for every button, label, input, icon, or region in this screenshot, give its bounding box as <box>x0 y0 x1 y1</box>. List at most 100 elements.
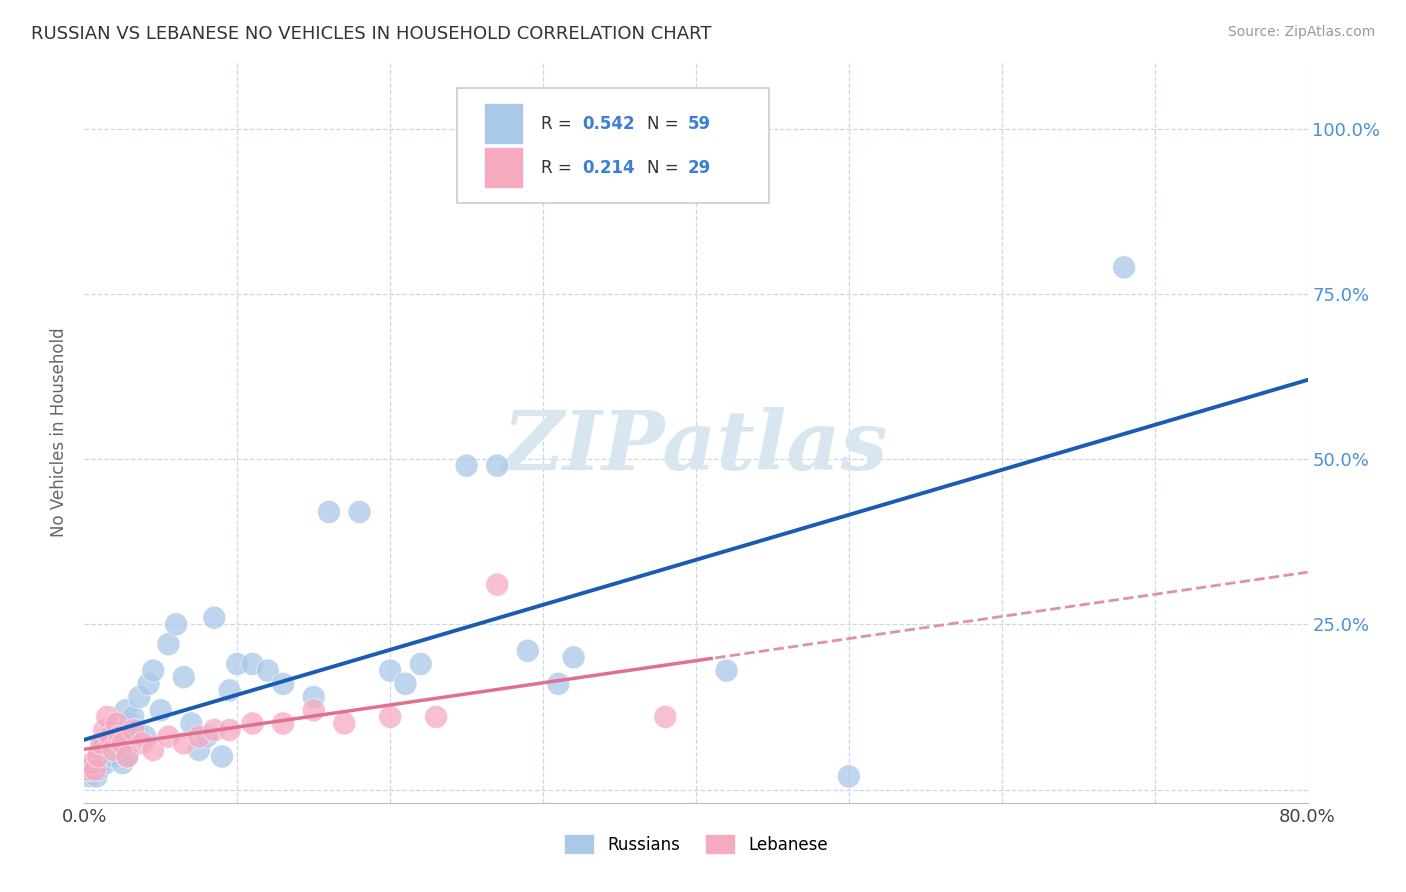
Ellipse shape <box>108 719 131 741</box>
Ellipse shape <box>87 745 110 768</box>
Ellipse shape <box>240 652 264 675</box>
Ellipse shape <box>256 659 280 682</box>
FancyBboxPatch shape <box>457 88 769 203</box>
Ellipse shape <box>302 698 325 722</box>
Text: R =: R = <box>541 159 576 177</box>
Ellipse shape <box>378 706 402 729</box>
Ellipse shape <box>83 752 107 775</box>
Ellipse shape <box>131 731 153 755</box>
Ellipse shape <box>83 758 107 781</box>
Text: ZIPatlas: ZIPatlas <box>503 408 889 487</box>
FancyBboxPatch shape <box>484 103 523 145</box>
Ellipse shape <box>103 745 125 768</box>
Ellipse shape <box>202 719 226 741</box>
Ellipse shape <box>716 659 738 682</box>
Ellipse shape <box>173 665 195 689</box>
Ellipse shape <box>157 725 180 748</box>
Ellipse shape <box>98 731 122 755</box>
Ellipse shape <box>218 679 240 702</box>
Ellipse shape <box>86 764 108 788</box>
Ellipse shape <box>173 731 195 755</box>
Ellipse shape <box>100 719 124 741</box>
Ellipse shape <box>80 752 104 775</box>
Ellipse shape <box>93 719 115 741</box>
Ellipse shape <box>90 739 112 762</box>
Ellipse shape <box>122 706 145 729</box>
Ellipse shape <box>77 764 100 788</box>
Ellipse shape <box>105 725 128 748</box>
Ellipse shape <box>103 739 125 762</box>
Ellipse shape <box>89 752 111 775</box>
Ellipse shape <box>302 685 325 708</box>
Ellipse shape <box>115 745 139 768</box>
Ellipse shape <box>142 659 165 682</box>
Legend: Russians, Lebanese: Russians, Lebanese <box>557 828 835 861</box>
Ellipse shape <box>111 752 134 775</box>
Ellipse shape <box>333 712 356 735</box>
Ellipse shape <box>138 673 160 696</box>
Ellipse shape <box>271 673 295 696</box>
Ellipse shape <box>125 719 148 741</box>
Ellipse shape <box>187 725 211 748</box>
Ellipse shape <box>104 739 127 762</box>
Text: 59: 59 <box>688 115 710 133</box>
Ellipse shape <box>165 613 187 636</box>
Ellipse shape <box>180 712 202 735</box>
Ellipse shape <box>157 632 180 656</box>
Ellipse shape <box>142 739 165 762</box>
Ellipse shape <box>114 698 138 722</box>
Ellipse shape <box>425 706 447 729</box>
Text: N =: N = <box>647 159 683 177</box>
Text: Source: ZipAtlas.com: Source: ZipAtlas.com <box>1227 25 1375 39</box>
Ellipse shape <box>409 652 432 675</box>
Ellipse shape <box>93 731 115 755</box>
Ellipse shape <box>98 725 122 748</box>
Ellipse shape <box>485 573 509 596</box>
Ellipse shape <box>91 745 114 768</box>
Y-axis label: No Vehicles in Household: No Vehicles in Household <box>51 327 69 538</box>
Text: RUSSIAN VS LEBANESE NO VEHICLES IN HOUSEHOLD CORRELATION CHART: RUSSIAN VS LEBANESE NO VEHICLES IN HOUSE… <box>31 25 711 43</box>
Ellipse shape <box>149 698 173 722</box>
Ellipse shape <box>318 500 340 524</box>
Ellipse shape <box>211 745 233 768</box>
Ellipse shape <box>110 731 132 755</box>
Ellipse shape <box>378 659 402 682</box>
Ellipse shape <box>218 719 240 741</box>
Ellipse shape <box>240 712 264 735</box>
Ellipse shape <box>96 706 118 729</box>
Ellipse shape <box>112 725 135 748</box>
Text: N =: N = <box>647 115 683 133</box>
Ellipse shape <box>118 712 142 735</box>
Ellipse shape <box>547 673 569 696</box>
Ellipse shape <box>562 646 585 669</box>
Ellipse shape <box>115 745 139 768</box>
FancyBboxPatch shape <box>484 147 523 188</box>
Ellipse shape <box>134 725 157 748</box>
Ellipse shape <box>187 739 211 762</box>
Text: 0.214: 0.214 <box>582 159 636 177</box>
Text: R =: R = <box>541 115 576 133</box>
Ellipse shape <box>271 712 295 735</box>
Ellipse shape <box>94 752 117 775</box>
Ellipse shape <box>108 725 131 748</box>
Ellipse shape <box>394 673 418 696</box>
Ellipse shape <box>349 500 371 524</box>
Ellipse shape <box>456 454 478 477</box>
Ellipse shape <box>122 719 145 741</box>
Ellipse shape <box>77 758 100 781</box>
Ellipse shape <box>128 685 150 708</box>
Ellipse shape <box>226 652 249 675</box>
Ellipse shape <box>105 712 128 735</box>
Ellipse shape <box>96 739 118 762</box>
Ellipse shape <box>90 731 112 755</box>
Ellipse shape <box>111 731 134 755</box>
Ellipse shape <box>80 758 104 781</box>
Ellipse shape <box>202 607 226 629</box>
Ellipse shape <box>107 712 129 735</box>
Ellipse shape <box>838 764 860 788</box>
Ellipse shape <box>97 725 121 748</box>
Ellipse shape <box>87 758 110 781</box>
Text: 0.542: 0.542 <box>582 115 636 133</box>
Ellipse shape <box>195 725 218 748</box>
Text: 29: 29 <box>688 159 710 177</box>
